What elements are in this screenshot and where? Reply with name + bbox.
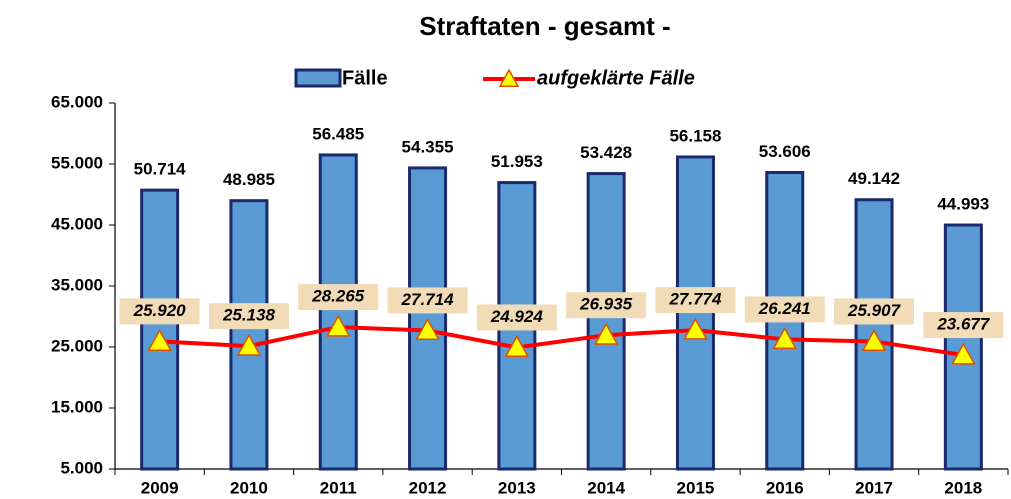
line-value-label: 26.935 (579, 295, 633, 314)
line-marker (772, 326, 798, 349)
line-marker (236, 333, 262, 356)
x-tick-label: 2017 (855, 478, 893, 497)
line-value-label: 28.265 (311, 287, 365, 306)
bar (586, 172, 626, 471)
bar-value-label: 56.158 (669, 126, 721, 145)
y-tick-label: 55.000 (51, 153, 103, 172)
y-tick-label: 25.000 (51, 336, 103, 355)
chart-title: Straftaten - gesamt - (419, 11, 670, 41)
value-label-box (476, 304, 557, 331)
x-tick-label: 2016 (766, 478, 804, 497)
value-label-box (655, 287, 736, 314)
value-label-box (744, 296, 825, 323)
bar-value-label: 51.953 (491, 152, 543, 171)
bar-value-label: 53.606 (759, 142, 811, 161)
legend-label: Fälle (342, 67, 388, 89)
x-tick-label: 2011 (320, 478, 357, 497)
x-tick-label: 2010 (230, 478, 268, 497)
bar-value-label: 54.355 (402, 137, 454, 156)
line-value-label: 24.924 (490, 307, 544, 326)
legend-swatch (294, 68, 342, 88)
line-value-label: 26.241 (758, 299, 811, 318)
line-value-label: 27.714 (401, 290, 455, 309)
bar-value-label: 56.485 (312, 124, 364, 143)
line (159, 325, 964, 358)
value-label-box (834, 298, 915, 325)
line-marker (504, 334, 530, 358)
y-tick-label: 65.000 (51, 92, 103, 111)
y-tick-label: 5.000 (60, 458, 103, 477)
line-marker (593, 322, 619, 345)
line-marker (415, 317, 440, 340)
y-tick-label: 45.000 (51, 214, 103, 233)
line-value-label: 25.907 (847, 301, 902, 320)
line-value-label: 25.920 (133, 301, 187, 320)
bar (318, 153, 358, 471)
x-tick-label: 2009 (141, 478, 179, 497)
legend-marker (498, 68, 520, 87)
bar-value-label: 49.142 (848, 169, 900, 188)
line-marker (147, 328, 172, 351)
y-tick-label: 15.000 (51, 397, 103, 416)
line-marker (951, 342, 976, 365)
line-value-label: 27.774 (668, 290, 722, 309)
line-marker (683, 317, 708, 340)
line-marker (325, 314, 351, 337)
x-tick-label: 2013 (498, 478, 536, 497)
legend-label: aufgeklärte Fälle (537, 67, 695, 89)
x-tick-label: 2018 (944, 478, 982, 497)
value-label-box (119, 298, 200, 325)
bar-value-label: 50.714 (134, 160, 187, 179)
value-label-box (566, 292, 647, 319)
x-tick-label: 2014 (587, 478, 625, 497)
bar-value-label: 44.993 (937, 195, 989, 214)
line-value-label: 23.677 (936, 315, 991, 334)
value-label-box (298, 284, 379, 311)
x-tick-label: 2012 (409, 478, 447, 497)
line-value-label: 25.138 (222, 306, 276, 325)
y-tick-label: 35.000 (51, 275, 103, 294)
bar-value-label: 53.428 (580, 143, 632, 162)
value-label-box (923, 312, 1004, 339)
bar-value-label: 48.985 (223, 170, 275, 189)
x-tick-label: 2015 (677, 478, 715, 497)
value-label-box (208, 303, 289, 330)
value-label-box (387, 287, 468, 314)
line-marker (861, 328, 887, 352)
